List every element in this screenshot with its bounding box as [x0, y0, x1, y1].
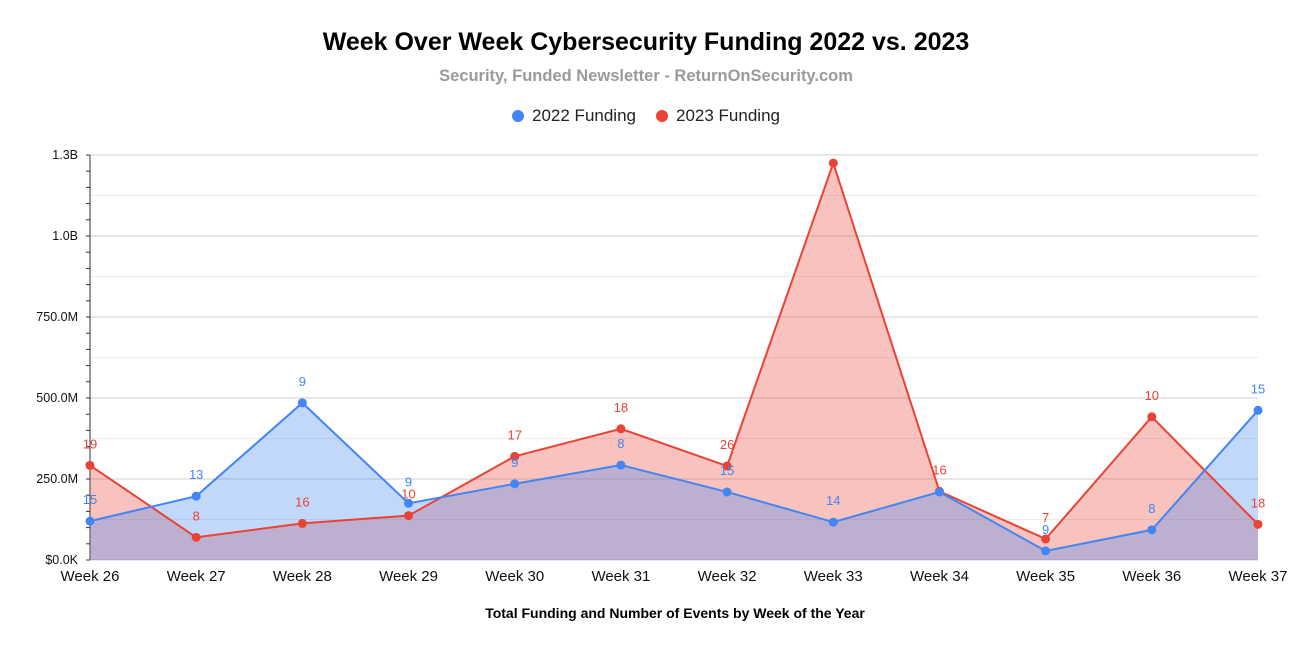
series-line-2022 — [89, 401, 1259, 552]
data-label-2023: 19 — [83, 436, 97, 451]
data-label-2023: 16 — [295, 494, 309, 509]
legend-item-2022[interactable]: 2022 Funding — [512, 106, 636, 126]
data-point-2023 — [510, 451, 520, 461]
x-tick-label: Week 31 — [591, 568, 650, 585]
area-fill-2022 — [90, 402, 1258, 560]
chart-subtitle: Security, Funded Newsletter - ReturnOnSe… — [439, 67, 853, 85]
data-label-2022: 9 — [299, 374, 306, 389]
y-tick-label: $0.0K — [45, 553, 78, 567]
data-label-2023: 18 — [1251, 495, 1265, 510]
legend-item-2023[interactable]: 2023 Funding — [656, 106, 780, 126]
data-label-2023: 18 — [614, 400, 628, 415]
x-tick-label: Week 26 — [61, 568, 120, 585]
x-tick-label: Week 34 — [910, 568, 969, 585]
chart-title: Week Over Week Cybersecurity Funding 202… — [322, 28, 970, 56]
x-tick-label: Week 33 — [804, 568, 863, 585]
x-tick-label: Week 27 — [167, 568, 226, 585]
data-label-2022: 15 — [1251, 381, 1265, 396]
data-point-2022 — [722, 487, 732, 497]
data-point-2023 — [722, 461, 732, 471]
data-point-2022 — [191, 491, 201, 501]
data-label-2023: 10 — [401, 487, 415, 502]
data-label-2023: 17 — [507, 427, 521, 442]
x-tick-label: Week 32 — [698, 568, 757, 585]
data-point-2022 — [85, 516, 95, 526]
data-point-2023 — [1253, 519, 1263, 529]
data-point-2022 — [616, 460, 626, 470]
data-label-2023: 8 — [193, 508, 200, 523]
legend-label-2022: 2022 Funding — [532, 106, 636, 125]
data-label-2022: 9 — [405, 474, 412, 489]
data-label-2023: 26 — [720, 437, 734, 452]
data-point-2022 — [510, 479, 520, 489]
data-label-2022: 9 — [511, 455, 518, 470]
x-axis-title: Total Funding and Number of Events by We… — [485, 605, 865, 621]
legend-marker-2023 — [656, 110, 668, 122]
data-label-2023: 7 — [1042, 510, 1049, 525]
data-point-2022 — [828, 517, 838, 527]
data-label-2022: 13 — [189, 467, 203, 482]
chart-legend: 2022 Funding 2023 Funding — [0, 106, 1292, 126]
data-label-2023: 16 — [932, 462, 946, 477]
x-tick-label: Week 29 — [379, 568, 438, 585]
data-point-2023 — [297, 518, 307, 528]
data-point-2023 — [1147, 412, 1157, 422]
y-tick-label: 1.3B — [52, 148, 78, 162]
y-tick-label: 250.0M — [36, 472, 78, 486]
data-point-2023 — [85, 460, 95, 470]
data-label-2022: 14 — [826, 493, 840, 508]
data-point-2023 — [191, 532, 201, 542]
area-fill-2023 — [90, 163, 1258, 560]
legend-marker-2022 — [512, 110, 525, 122]
y-tick-label: 500.0M — [36, 391, 78, 405]
x-tick-label: Week 28 — [273, 568, 332, 585]
data-label-2022: 9 — [1042, 522, 1049, 537]
data-label-2022: 15 — [83, 492, 97, 507]
data-point-2022 — [404, 498, 414, 508]
x-tick-label: Week 35 — [1016, 568, 1075, 585]
x-tick-label: Week 30 — [485, 568, 544, 585]
series-line-2023 — [89, 159, 1259, 541]
x-tick-label: Week 37 — [1229, 568, 1288, 585]
data-point-2023 — [1041, 534, 1051, 544]
data-point-2022 — [934, 487, 944, 497]
data-point-2023 — [616, 424, 626, 434]
y-tick-label: 750.0M — [36, 310, 78, 324]
data-point-2022 — [297, 398, 307, 408]
data-label-2022: 15 — [720, 463, 734, 478]
data-point-2022 — [1147, 525, 1157, 535]
legend-label-2023: 2023 Funding — [676, 106, 780, 125]
data-point-2022 — [1041, 546, 1051, 556]
data-point-2023 — [828, 158, 838, 168]
data-label-2022: 8 — [617, 436, 624, 451]
x-tick-label: Week 36 — [1122, 568, 1181, 585]
data-point-2023 — [404, 511, 414, 521]
data-label-2023: 10 — [1145, 388, 1159, 403]
y-tick-label: 1.0B — [52, 229, 78, 243]
data-point-2022 — [1253, 405, 1263, 415]
data-label-2022: 8 — [1148, 501, 1155, 516]
